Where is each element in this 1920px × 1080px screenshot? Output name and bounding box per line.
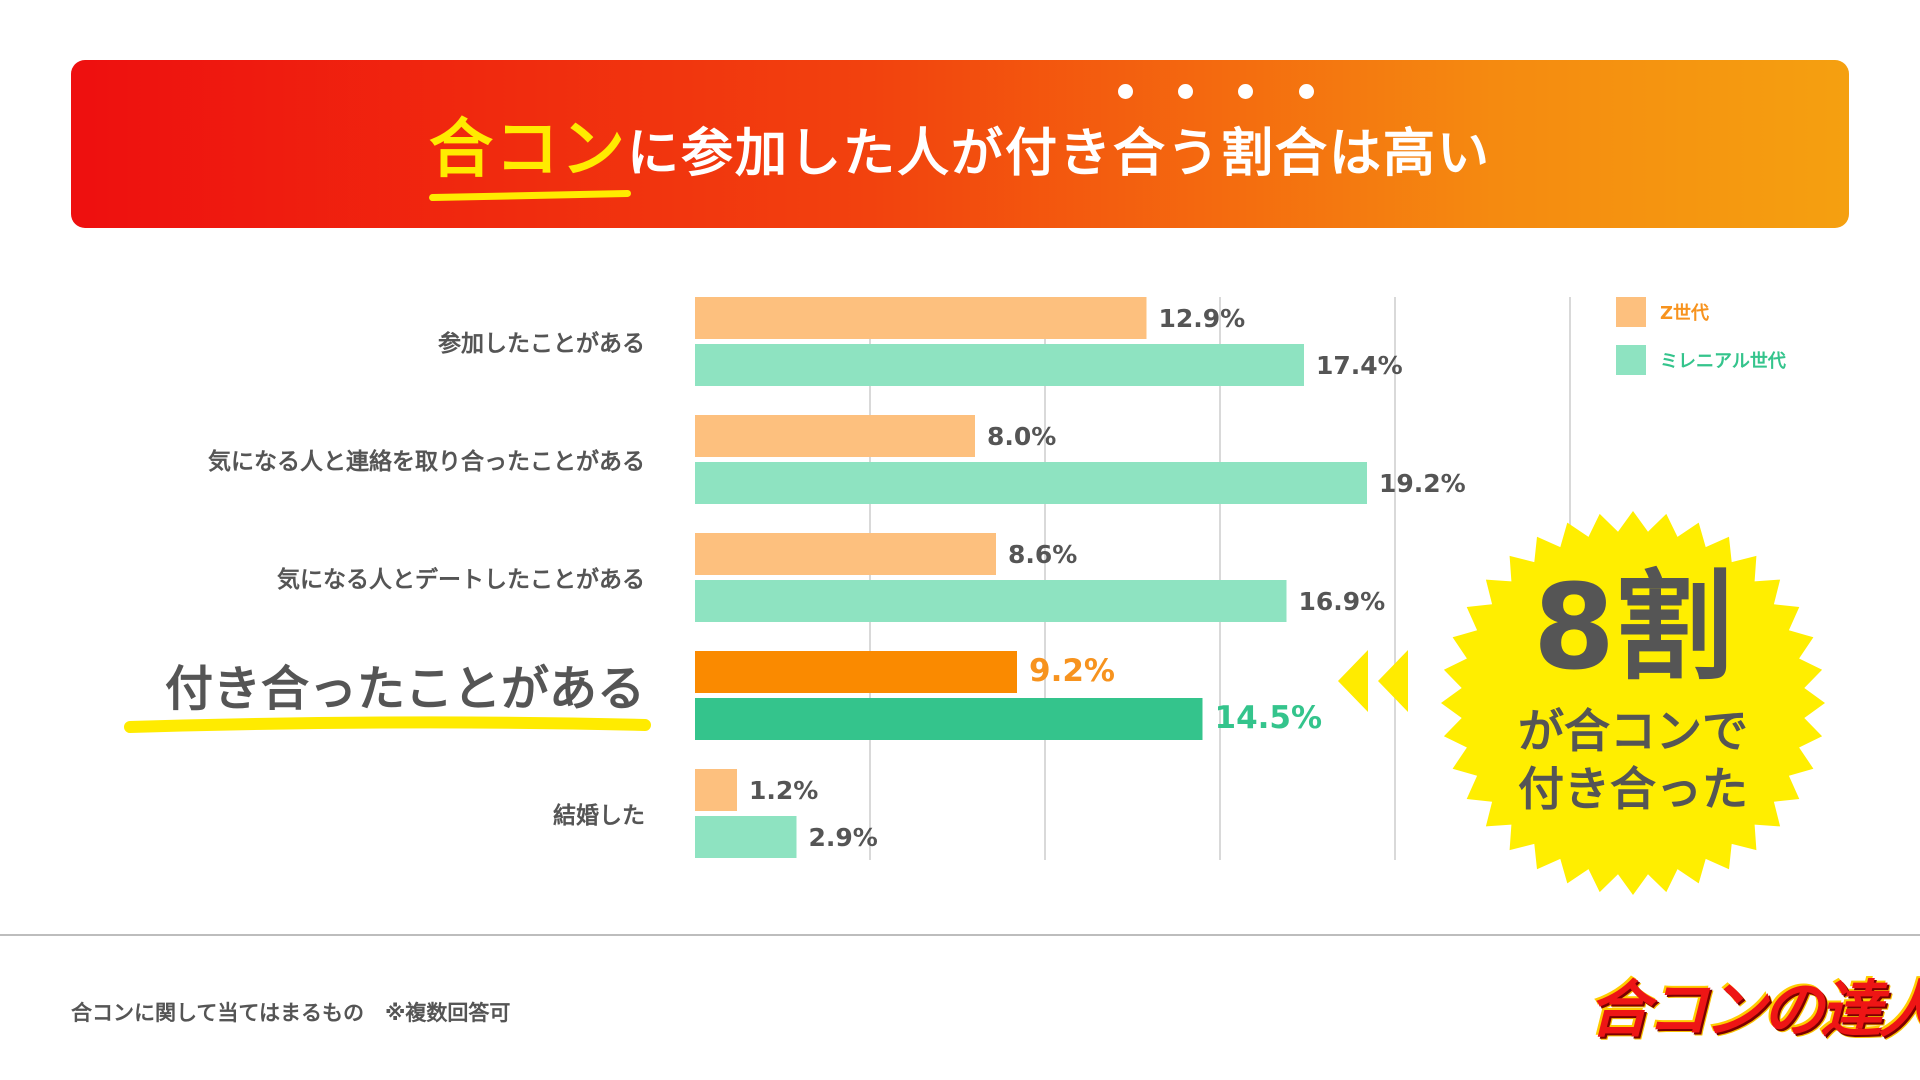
emphasis-dots — [1118, 84, 1314, 104]
bar-chart: 12.9% 17.4% 8.0% 19.2% 8.6% 16.9% 9.2% 14.5% 1.2… — [124, 297, 1786, 860]
footnote: 合コンに関して当てはまるもの ※複数回答可 — [71, 1001, 511, 1025]
page-title: 合コンに参加した人が付き合う割合は高い — [71, 98, 1849, 190]
callout-line2: 付き合った — [1518, 762, 1748, 816]
category-label: 付き合ったことがある — [165, 661, 645, 717]
bar — [695, 344, 1304, 386]
category-label: 気になる人とデートしたことがある — [277, 566, 645, 593]
bar-value-label: 1.2% — [749, 776, 818, 805]
legend-label: ミレニアル世代 — [1660, 351, 1786, 372]
legend-swatch — [1616, 345, 1646, 375]
burst-shape — [1441, 511, 1825, 895]
callout-line1: が合コンで — [1518, 704, 1748, 758]
pointer-arrows — [1338, 650, 1408, 712]
value-labels: 12.9% 17.4% 8.0% 19.2% 8.6% 16.9% 9.2% 14.5% 1.2… — [749, 304, 1466, 852]
bar-value-label: 16.9% — [1299, 587, 1386, 616]
category-labels: 参加したことがある気になる人と連絡を取り合ったことがある気になる人とデートしたこ… — [124, 330, 651, 829]
title-banner: 合コンに参加した人が付き合う割合は高い — [71, 60, 1849, 228]
bar — [695, 769, 737, 811]
callout-burst — [1441, 511, 1825, 895]
legend-label: Z世代 — [1660, 303, 1709, 324]
title-emphasis: 付き合う — [1004, 124, 1221, 184]
bar-value-label: 12.9% — [1159, 304, 1246, 333]
bar-value-label: 8.0% — [987, 422, 1056, 451]
legend-swatch — [1616, 297, 1646, 327]
bar — [695, 816, 797, 858]
category-underline — [124, 716, 651, 733]
arrow-marker — [1338, 650, 1368, 712]
arrow-marker — [1378, 650, 1408, 712]
callout-sub: が合コンで 付き合った — [1438, 702, 1828, 818]
title-plain: に参加した人が — [626, 124, 1005, 184]
bar — [695, 698, 1203, 740]
bar-value-label: 8.6% — [1008, 540, 1077, 569]
bar-value-label: 2.9% — [809, 823, 878, 852]
bar — [695, 651, 1017, 693]
bar — [695, 533, 996, 575]
bar — [695, 462, 1367, 504]
bars — [695, 297, 1367, 858]
category-label: 結婚した — [553, 802, 645, 829]
bar-value-label: 17.4% — [1316, 351, 1403, 380]
bar — [695, 415, 975, 457]
category-label: 参加したことがある — [438, 330, 645, 357]
title-tail: 割合は高い — [1221, 124, 1492, 184]
bar-value-label: 19.2% — [1379, 469, 1466, 498]
bar — [695, 297, 1147, 339]
title-highlight: 合コン — [428, 113, 627, 187]
footer-divider — [0, 934, 1920, 936]
brand-logo: 合コンの達人 — [1588, 973, 1920, 1046]
callout-big: 8割 — [1532, 558, 1734, 696]
bar-value-label: 14.5% — [1215, 700, 1323, 736]
bar-value-label: 9.2% — [1029, 653, 1115, 689]
category-label: 気になる人と連絡を取り合ったことがある — [208, 448, 645, 475]
bar — [695, 580, 1287, 622]
